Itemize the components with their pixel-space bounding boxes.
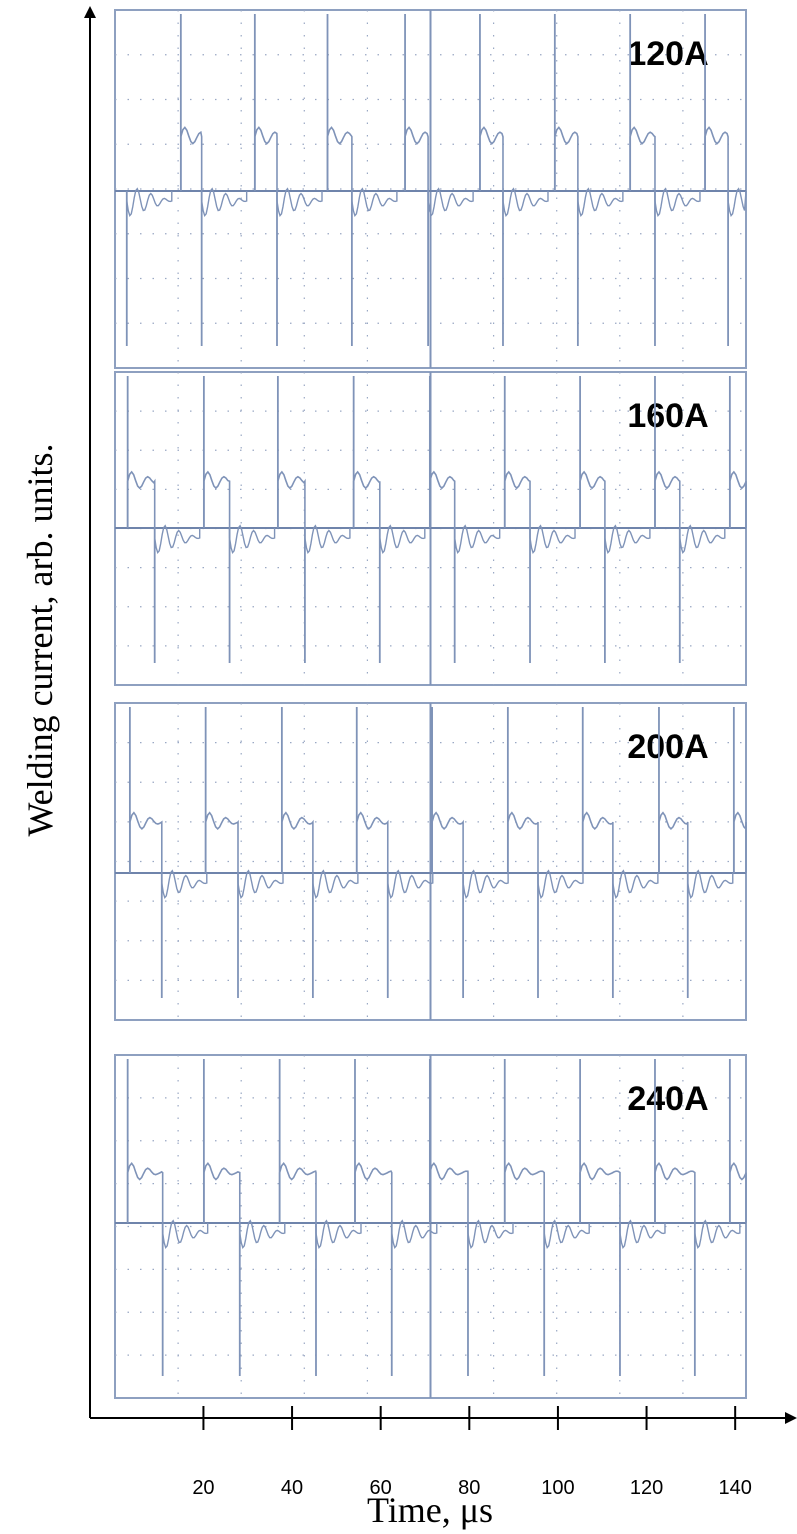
x-tick-label: 80 [458, 1477, 480, 1499]
trace [529, 524, 576, 555]
trace [604, 524, 651, 555]
trace [629, 126, 656, 191]
trace [654, 470, 681, 528]
trace [462, 869, 509, 900]
trace [312, 869, 359, 900]
trace [503, 1161, 545, 1223]
trace [581, 811, 614, 873]
trace [503, 470, 531, 528]
x-tick-label: 120 [630, 1477, 663, 1499]
trace [126, 1161, 164, 1223]
trace [161, 1219, 209, 1250]
x-tick-label: 20 [192, 1477, 214, 1499]
panel-label: 120A [627, 35, 708, 73]
trace [387, 869, 434, 900]
trace [479, 126, 504, 191]
scope-panel: 240A [114, 1054, 747, 1399]
trace [543, 1219, 590, 1250]
trace [579, 470, 606, 528]
x-tick-label: 60 [370, 1477, 392, 1499]
trace [203, 1161, 241, 1223]
trace [355, 811, 389, 873]
trace [391, 1219, 438, 1250]
trace [203, 470, 231, 528]
trace [352, 470, 381, 528]
trace [729, 1161, 747, 1223]
trace [326, 126, 353, 191]
trace [453, 524, 501, 555]
trace [304, 524, 351, 555]
scope-panel: 120A [114, 9, 747, 369]
trace [733, 811, 747, 873]
trace [467, 1219, 514, 1250]
trace [687, 869, 734, 900]
x-tick-label: 40 [281, 1477, 303, 1499]
trace [239, 1219, 286, 1250]
trace [679, 524, 726, 555]
y-axis-label: Welding current, arb. units. [20, 444, 60, 837]
trace [554, 126, 579, 191]
trace [427, 187, 474, 218]
trace [654, 187, 701, 218]
trace [658, 811, 689, 873]
trace [429, 470, 456, 528]
scope-panel: 160A [114, 371, 747, 686]
trace [404, 126, 429, 191]
x-tick-label: 140 [718, 1477, 751, 1499]
trace [161, 869, 208, 900]
trace [204, 811, 239, 873]
trace [351, 187, 398, 218]
panel-label: 240A [627, 1080, 708, 1118]
trace [237, 869, 284, 900]
trace [727, 187, 747, 218]
panels: 120A 160A 200A 240A [114, 9, 747, 1399]
trace [729, 470, 747, 528]
trace [180, 126, 203, 191]
trace [429, 1161, 469, 1223]
trace [502, 187, 549, 218]
trace [577, 187, 624, 218]
panel-label: 160A [627, 397, 708, 435]
trace [694, 1219, 741, 1250]
trace [129, 811, 163, 873]
trace [277, 470, 306, 528]
trace [379, 524, 426, 555]
trace [276, 187, 323, 218]
panel-label: 200A [627, 728, 708, 766]
trace [619, 1219, 666, 1250]
scope-panel: 200A [114, 702, 747, 1021]
trace [315, 1219, 362, 1250]
trace [278, 1161, 317, 1223]
trace [654, 1161, 696, 1223]
trace [612, 869, 659, 900]
trace [126, 470, 156, 528]
x-tick-label: 100 [541, 1477, 574, 1499]
trace [431, 811, 464, 873]
trace [579, 1161, 621, 1223]
trace [704, 126, 729, 191]
trace [354, 1161, 393, 1223]
trace [507, 811, 539, 873]
x-axis-label: Time, μs [367, 1490, 493, 1530]
trace [228, 524, 276, 555]
trace [537, 869, 584, 900]
trace [126, 187, 173, 218]
trace [254, 126, 278, 191]
trace [281, 811, 314, 873]
trace [200, 187, 248, 218]
trace [153, 524, 201, 555]
